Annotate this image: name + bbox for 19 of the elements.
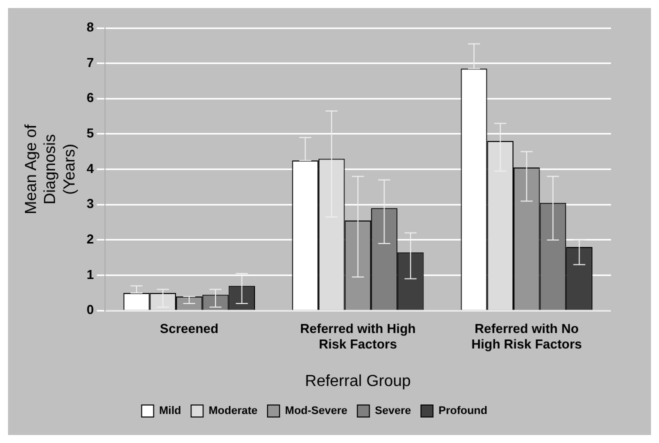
y-tick-label: 3 bbox=[86, 196, 94, 212]
y-tick-label: 5 bbox=[86, 126, 94, 141]
y-axis-title: Mean Age of Diagnosis (Years) bbox=[23, 124, 78, 214]
y-tick-label: 6 bbox=[86, 90, 94, 106]
x-tick-label: Referred with No High Risk Factors bbox=[471, 320, 582, 352]
x-axis-title: Referral Group bbox=[305, 372, 411, 390]
legend-label: Mod-Severe bbox=[285, 405, 348, 418]
legend-label: Severe bbox=[374, 405, 411, 418]
legend-label: Mild bbox=[159, 405, 182, 418]
y-tick-label: 2 bbox=[86, 232, 94, 247]
x-tick-label: Referred with High Risk Factors bbox=[300, 320, 416, 352]
x-tick-label: Screened bbox=[160, 320, 219, 336]
y-tick-label: 4 bbox=[86, 160, 95, 176]
legend-label: Profound bbox=[438, 405, 488, 418]
y-tick-label: 1 bbox=[86, 266, 94, 282]
y-tick-label: 7 bbox=[86, 54, 94, 70]
y-tick-label: 8 bbox=[86, 20, 94, 35]
legend-label: Moderate bbox=[208, 405, 258, 418]
y-tick-label: 0 bbox=[86, 302, 94, 318]
